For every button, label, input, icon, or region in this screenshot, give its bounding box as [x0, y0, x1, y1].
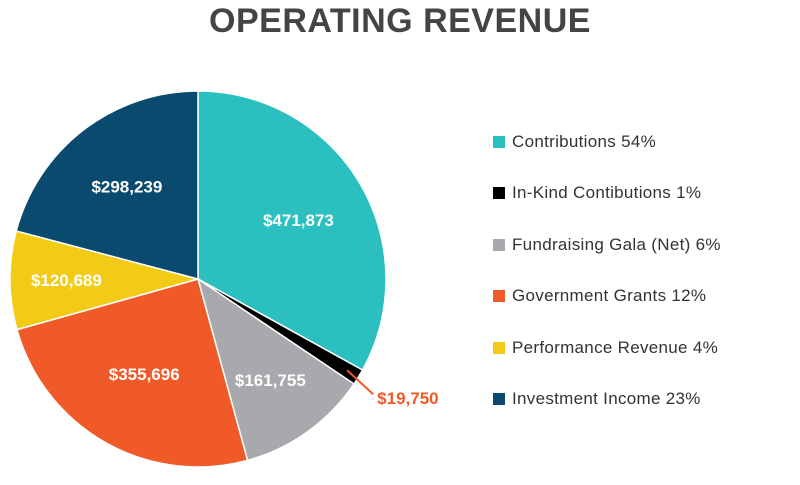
slice-value-label: $298,239 [91, 178, 162, 197]
legend-item: In-Kind Contibutions 1% [493, 168, 793, 220]
legend-swatch [493, 393, 505, 406]
slice-value-label: $471,873 [263, 211, 334, 230]
legend-item: Government Grants 12% [493, 271, 793, 323]
slice-value-label: $19,750 [377, 389, 438, 408]
legend-swatch [493, 290, 505, 303]
slice-value-label: $355,696 [109, 365, 180, 384]
pie-slice-contributions [197, 90, 387, 372]
legend-item: Performance Revenue 4% [493, 322, 793, 374]
legend-swatch [493, 187, 505, 200]
legend-label: In-Kind Contibutions 1% [512, 183, 702, 203]
legend-item: Fundraising Gala (Net) 6% [493, 219, 793, 271]
legend-label: Government Grants 12% [512, 286, 707, 306]
legend-label: Performance Revenue 4% [512, 337, 718, 357]
pie-slice-performance-revenue [9, 230, 201, 331]
pie-slice-investment-income [15, 90, 199, 280]
callout-leader-line [346, 369, 374, 395]
pie-slice-fundraising-gala-net [196, 277, 356, 462]
legend-label: Contributions 54% [512, 131, 657, 151]
legend-item: Contributions 54% [493, 116, 793, 168]
legend-swatch [493, 135, 505, 148]
pie-slice-government-grants [16, 278, 249, 468]
legend-item: Investment Income 23% [493, 374, 793, 426]
slice-value-label: $120,689 [31, 271, 102, 290]
legend: Contributions 54% In-Kind Contibutions 1%… [493, 116, 793, 425]
legend-swatch [493, 341, 505, 354]
legend-swatch [493, 238, 505, 251]
slice-value-label: $161,755 [235, 371, 306, 390]
legend-label: Investment Income 23% [512, 389, 701, 409]
legend-label: Fundraising Gala (Net) 6% [512, 234, 721, 254]
chart-title: OPERATING REVENUE [209, 2, 591, 40]
